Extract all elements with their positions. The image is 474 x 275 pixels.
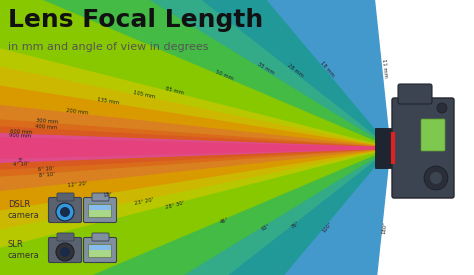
FancyBboxPatch shape [48, 197, 82, 222]
Wedge shape [0, 0, 390, 275]
Text: 28° 30': 28° 30' [165, 200, 185, 210]
Text: 28 mm: 28 mm [287, 63, 304, 79]
FancyBboxPatch shape [48, 238, 82, 263]
Wedge shape [0, 45, 390, 251]
Text: 12° 20': 12° 20' [67, 181, 87, 188]
Text: 11 mm: 11 mm [381, 59, 388, 78]
Text: 400 mm: 400 mm [35, 124, 57, 130]
Wedge shape [0, 133, 390, 163]
Text: 105 mm: 105 mm [132, 90, 155, 99]
Text: 180°: 180° [381, 221, 387, 234]
Text: 35 mm: 35 mm [256, 62, 275, 76]
Text: 46°: 46° [219, 217, 230, 225]
Wedge shape [0, 0, 390, 275]
Circle shape [60, 247, 70, 257]
Text: 200 mm: 200 mm [66, 108, 89, 115]
Wedge shape [0, 103, 390, 193]
Text: 600 mm: 600 mm [9, 129, 32, 135]
Text: 3°: 3° [18, 158, 24, 163]
Text: 18°: 18° [103, 192, 113, 198]
FancyBboxPatch shape [83, 238, 117, 263]
Text: 18 mm: 18 mm [319, 60, 335, 78]
Wedge shape [0, 82, 390, 214]
FancyBboxPatch shape [92, 193, 109, 201]
Text: 23° 20': 23° 20' [134, 197, 154, 206]
FancyBboxPatch shape [398, 84, 432, 104]
Text: 6° 10': 6° 10' [38, 166, 55, 172]
Wedge shape [0, 118, 390, 178]
Circle shape [430, 172, 442, 184]
Text: 63°: 63° [261, 222, 271, 232]
Text: 4° 10': 4° 10' [13, 161, 29, 167]
Text: 8° 10': 8° 10' [38, 172, 55, 178]
Text: 135 mm: 135 mm [97, 97, 119, 105]
Text: 85 mm: 85 mm [165, 86, 185, 95]
Text: 100°: 100° [321, 220, 333, 233]
Text: in mm and angle of view in degrees: in mm and angle of view in degrees [8, 42, 209, 52]
Wedge shape [0, 0, 390, 275]
Wedge shape [0, 0, 390, 275]
Text: 76°: 76° [291, 220, 301, 230]
Circle shape [56, 243, 74, 261]
FancyBboxPatch shape [392, 98, 454, 198]
FancyBboxPatch shape [89, 205, 111, 218]
FancyBboxPatch shape [89, 244, 111, 257]
Circle shape [424, 166, 448, 190]
Circle shape [56, 203, 74, 221]
FancyBboxPatch shape [57, 193, 74, 201]
Text: 900 mm: 900 mm [9, 133, 32, 139]
Wedge shape [0, 0, 390, 275]
Wedge shape [0, 63, 390, 233]
Text: Lens Focal Length: Lens Focal Length [8, 8, 263, 32]
Text: 50 mm: 50 mm [215, 69, 235, 81]
Text: SLR
camera: SLR camera [8, 240, 40, 260]
Text: DSLR
camera: DSLR camera [8, 200, 40, 220]
Wedge shape [0, 125, 390, 171]
FancyBboxPatch shape [89, 245, 111, 250]
FancyBboxPatch shape [92, 233, 109, 241]
FancyBboxPatch shape [89, 205, 111, 210]
FancyBboxPatch shape [375, 128, 395, 168]
Circle shape [437, 103, 447, 113]
Circle shape [60, 207, 70, 217]
FancyBboxPatch shape [421, 119, 445, 151]
Wedge shape [0, 137, 390, 159]
Text: 300 mm: 300 mm [36, 118, 58, 124]
FancyBboxPatch shape [57, 233, 74, 241]
FancyBboxPatch shape [83, 197, 117, 222]
